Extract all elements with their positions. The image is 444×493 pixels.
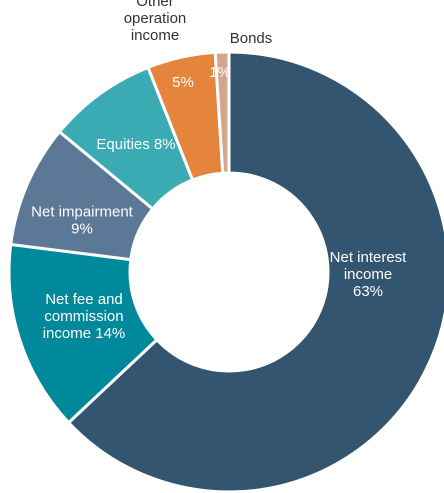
slice-label-net-interest-income-line: 63% bbox=[353, 283, 383, 300]
slice-label-net-impairment-line: 9% bbox=[71, 221, 93, 238]
outside-label-0-line: income bbox=[131, 27, 179, 44]
slice-net-interest-income bbox=[66, 50, 444, 493]
slice-label-bonds-line: 1% bbox=[209, 64, 231, 81]
slice-net-fee-and-commission-income bbox=[7, 242, 159, 425]
slice-label-bonds: 1% bbox=[209, 64, 231, 81]
slice-label-net-impairment-line: Net impairment bbox=[31, 204, 134, 221]
slice-label-net-fee-and-commission-income-line: income 14% bbox=[43, 325, 126, 342]
slice-label-other-operation-income-line: 5% bbox=[172, 74, 194, 91]
donut-slices bbox=[7, 50, 444, 493]
slice-bonds bbox=[213, 50, 231, 175]
slice-label-net-fee-and-commission-income: Net fee and commission income 14% bbox=[43, 291, 126, 342]
outside-label-0-line: operation bbox=[124, 10, 187, 27]
outside-label-1-line: Bonds bbox=[230, 30, 273, 47]
slice-label-equities-line: Equities 8% bbox=[96, 136, 175, 153]
slice-label-net-fee-and-commission-income-line: commission bbox=[44, 308, 123, 325]
slice-labels: Net interest income 63%Net fee and commissi… bbox=[31, 0, 407, 342]
outside-label-0: Other operation income bbox=[124, 0, 187, 44]
slice-label-net-interest-income: Net interest income 63% bbox=[330, 249, 408, 300]
slice-label-net-impairment: Net impairment 9% bbox=[31, 204, 134, 238]
outside-label-0-line: Other bbox=[136, 0, 174, 10]
slice-label-net-fee-and-commission-income-line: Net fee and bbox=[45, 291, 123, 308]
slice-label-net-interest-income-line: income bbox=[344, 266, 392, 283]
slice-label-other-operation-income: 5% bbox=[172, 74, 194, 91]
outside-label-1: Bonds bbox=[230, 30, 273, 47]
slice-label-equities: Equities 8% bbox=[96, 136, 175, 153]
slice-label-net-interest-income-line: Net interest bbox=[330, 249, 408, 266]
